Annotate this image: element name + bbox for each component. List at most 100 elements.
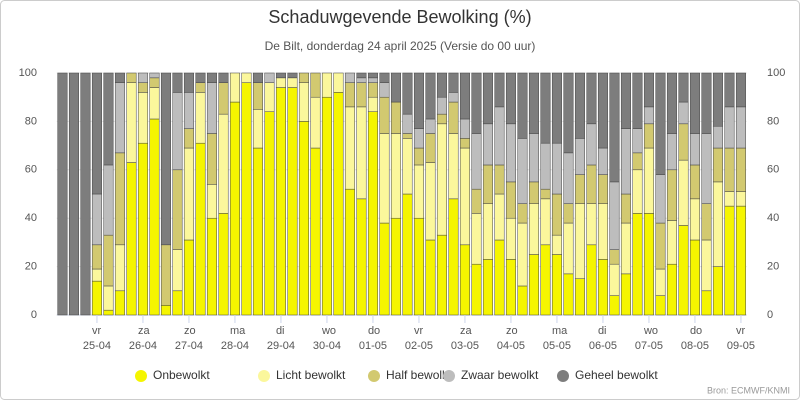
bar-segment [275,77,286,88]
y-tick-label: 100 [19,67,37,79]
bar-segment [482,203,493,260]
bar-segment [195,82,206,93]
bar-segment [597,72,608,149]
bar-segment [114,152,125,246]
bar-segment [574,203,585,279]
chart-subtitle: De Bilt, donderdag 24 april 2025 (Versie… [265,39,536,53]
bar-segment [367,72,378,79]
bar-segment [505,72,516,125]
bar-segment [413,128,424,149]
x-tick-label: 01-05 [359,340,387,352]
bar-segment [724,191,735,207]
bar-segment [436,123,447,236]
bar-segment [264,111,275,316]
bar-segment [563,203,574,224]
bar-segment [540,142,551,190]
bar-segment [517,203,528,224]
x-weekday-label: ma [552,325,568,337]
bar-segment [114,82,125,154]
bar-segment [540,244,551,316]
bar-segment [632,128,643,154]
legend-marker [443,370,455,382]
bar-segment [505,217,516,260]
source: Bron: ECMWF/KNMI [707,385,790,395]
bar-segment [678,123,689,161]
bar-segment [149,77,160,88]
bar-segment [528,133,539,183]
bar-segment [494,239,505,316]
bar-segment [321,72,332,98]
bar-segment [160,72,171,246]
bar-segment [689,198,700,241]
x-tick-label: 30-04 [313,340,341,352]
bar-segment [206,133,217,185]
bar-segment [229,72,240,103]
bar-segment [597,174,608,204]
x-weekday-label: ma [230,325,246,337]
bar-segment [356,72,367,79]
bar-segment [137,142,148,316]
legend-label: Onbewolkt [153,368,210,382]
bar-segment [425,162,436,241]
bar-segment [574,278,585,316]
bar-segment [609,263,620,296]
bar-segment [218,213,229,316]
bar-segment [735,191,746,207]
bar-segment [425,118,436,134]
bar-segment [137,72,148,83]
bar-segment [540,188,551,200]
bar-segment [402,193,413,316]
bar-segment [390,217,401,316]
bar-segment [540,198,551,246]
bar-segment [655,268,666,296]
bar-segment [597,259,608,316]
bar-segment [678,225,689,316]
bar-segment [632,169,643,214]
bar-segment [402,113,413,134]
bar-segment [448,72,459,93]
bar-segment [712,125,723,149]
bar-segment [344,106,355,190]
bar-segment [563,222,574,275]
bar-segment [160,305,171,316]
bar-segment [91,193,102,246]
bar-segment [68,72,79,316]
bar-segment [643,123,654,149]
bar-segment [425,239,436,316]
bar-segment [528,181,539,204]
bar-segment [586,203,597,246]
bar-segment [643,147,654,214]
bar-segment [701,72,712,134]
bar-segment [517,138,528,204]
bar-segment [505,259,516,316]
bar-segment [206,184,217,219]
bar-segment [551,193,562,236]
bar-segment [137,82,148,93]
bar-segment [413,72,424,129]
bar-segment [471,133,482,190]
bar-segment [517,222,528,287]
bar-segment [643,106,654,125]
bar-segment [390,101,401,134]
bar-segment [655,72,666,175]
x-weekday-label: wo [643,325,658,337]
bar-segment [574,72,585,139]
x-weekday-label: di [598,325,607,337]
bar-segment [563,273,574,316]
bar-segment [390,72,401,103]
bar-segment [448,101,459,134]
y-tick-label: 0 [31,309,37,321]
x-tick-label: 29-04 [267,340,295,352]
x-weekday-label: vr [414,325,424,337]
y-tick-label: 40 [25,212,37,224]
bar-segment [620,72,631,129]
bar-segment [678,159,689,226]
legend-label: Half bewolkt [386,368,452,382]
bar-segment [448,198,459,316]
bar-segment [494,164,505,195]
bar-segment [149,72,160,79]
bar-segment [586,123,597,166]
x-tick-label: 28-04 [221,340,249,352]
bar-segment [206,82,217,134]
bar-segment [103,234,114,287]
